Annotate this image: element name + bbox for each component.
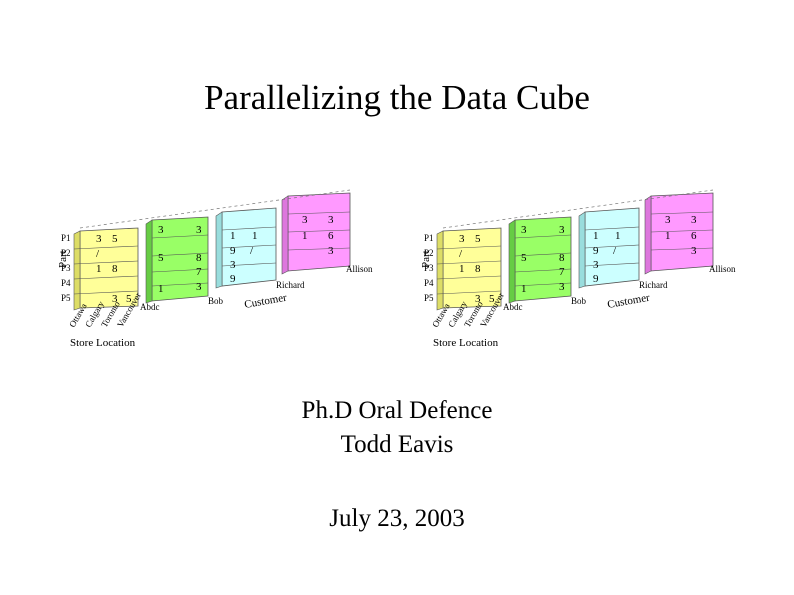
green-cell-2-0: 5 bbox=[158, 252, 164, 264]
yellow-cell-0-0: 3 bbox=[96, 233, 102, 245]
cyan-cell-2-0: 3 bbox=[230, 259, 236, 271]
cyan-cell-3-0: 9 bbox=[230, 273, 236, 285]
cyan-cell-2-0: 3 bbox=[593, 259, 599, 271]
cyan-cell-0-0: 1 bbox=[593, 230, 599, 242]
yellow-cell-4-1: 5 bbox=[489, 293, 495, 305]
part-label-p5: P5 bbox=[424, 293, 434, 303]
customer-label-abdc: Abdc bbox=[503, 302, 523, 312]
cyan-cell-1-1: / bbox=[613, 245, 617, 257]
yellow-cell-2-1: 8 bbox=[475, 263, 481, 275]
data-cube-diagram-right: 3 3 1 6 3 1 1 9 / 3 9 3 3 5 8 7 1 3 3 bbox=[413, 188, 743, 353]
part-label-p2: P2 bbox=[61, 248, 71, 258]
subtitle-line-1: Ph.D Oral Defence bbox=[301, 397, 493, 424]
customer-label-allison: Allison bbox=[346, 264, 373, 274]
cyan-cell-0-0: 1 bbox=[230, 230, 236, 242]
pink-cell-1-0: 1 bbox=[665, 230, 671, 242]
yellow-cell-4-1: 5 bbox=[126, 293, 132, 305]
yellow-cell-2-0: 1 bbox=[459, 263, 465, 275]
green-cell-2-0: 5 bbox=[521, 252, 527, 264]
green-cell-2-1: 8 bbox=[559, 252, 565, 264]
axis-store-label: Store Location bbox=[70, 337, 136, 349]
data-cube-graphic: 3 3 1 6 3 1 1 9 / 3 9 3 3 5 8 7 1 3 3 bbox=[420, 189, 736, 349]
yellow-cell-0-0: 3 bbox=[459, 233, 465, 245]
part-label-p2: P2 bbox=[424, 248, 434, 258]
customer-label-allison: Allison bbox=[709, 264, 736, 274]
cyan-cell-1-1: / bbox=[250, 245, 254, 257]
yellow-cell-0-1: 5 bbox=[475, 233, 481, 245]
cyan-cell-3-0: 9 bbox=[593, 273, 599, 285]
cyan-cell-0-1: 1 bbox=[252, 230, 258, 242]
cyan-cell-0-1: 1 bbox=[615, 230, 621, 242]
presentation-date: July 23, 2003 bbox=[329, 505, 465, 532]
part-label-p4: P4 bbox=[61, 278, 71, 288]
axis-part-label: Part bbox=[57, 250, 69, 268]
yellow-cell-4-0: 3 bbox=[475, 293, 481, 305]
cyan-cell-1-0: 9 bbox=[230, 245, 236, 257]
yellow-cell-2-0: 1 bbox=[96, 263, 102, 275]
axis-customer-label: Customer bbox=[606, 292, 651, 311]
cyan-cell-1-0: 9 bbox=[593, 245, 599, 257]
yellow-cell-4-0: 3 bbox=[112, 293, 118, 305]
green-cell-0-1: 3 bbox=[559, 224, 565, 236]
customer-label-abdc: Abdc bbox=[140, 302, 160, 312]
yellow-cell-1-0: / bbox=[96, 248, 100, 260]
green-cell-3-1: 7 bbox=[196, 266, 202, 278]
customer-label-bob: Bob bbox=[208, 296, 224, 306]
yellow-cell-2-1: 8 bbox=[112, 263, 118, 275]
pink-cell-1-1: 6 bbox=[328, 230, 334, 242]
presentation-subtitle: Ph.D Oral Defence Todd Eavis bbox=[0, 394, 794, 462]
green-cell-2-1: 8 bbox=[196, 252, 202, 264]
pink-cell-2-1: 3 bbox=[328, 245, 334, 257]
part-label-p5: P5 bbox=[61, 293, 71, 303]
part-label-p3: P3 bbox=[424, 263, 434, 273]
green-cell-0-0: 3 bbox=[521, 224, 527, 236]
customer-label-richard: Richard bbox=[276, 280, 305, 290]
part-label-p1: P1 bbox=[424, 233, 434, 243]
part-label-p1: P1 bbox=[61, 233, 71, 243]
data-cube-graphic: 3 3 1 6 3 1 1 9 / 3 9 3 3 5 8 7 1 3 bbox=[57, 189, 373, 349]
axis-customer-label: Customer bbox=[243, 292, 288, 311]
pink-cell-2-1: 3 bbox=[691, 245, 697, 257]
part-label-p4: P4 bbox=[424, 278, 434, 288]
axis-part-label: Part bbox=[420, 250, 432, 268]
customer-label-bob: Bob bbox=[571, 296, 587, 306]
green-cell-0-0: 3 bbox=[158, 224, 164, 236]
green-cell-4-1: 3 bbox=[196, 281, 202, 293]
green-cell-3-1: 7 bbox=[559, 266, 565, 278]
yellow-cell-0-1: 5 bbox=[112, 233, 118, 245]
part-label-p3: P3 bbox=[61, 263, 71, 273]
axis-store-label: Store Location bbox=[433, 337, 499, 349]
customer-label-richard: Richard bbox=[639, 280, 668, 290]
green-cell-4-1: 3 bbox=[559, 281, 565, 293]
subtitle-line-2: Todd Eavis bbox=[340, 431, 454, 458]
green-cell-0-1: 3 bbox=[196, 224, 202, 236]
pink-cell-1-0: 1 bbox=[302, 230, 308, 242]
pink-cell-1-1: 6 bbox=[691, 230, 697, 242]
data-cube-diagram-left: 3 3 1 6 3 1 1 9 / 3 9 3 3 5 8 7 1 3 bbox=[50, 188, 380, 353]
pink-cell-0-0: 3 bbox=[302, 214, 308, 226]
pink-cell-0-1: 3 bbox=[328, 214, 334, 226]
slide-title: Parallelizing the Data Cube bbox=[204, 78, 590, 117]
pink-cell-0-1: 3 bbox=[691, 214, 697, 226]
pink-cell-0-0: 3 bbox=[665, 214, 671, 226]
yellow-cell-1-0: / bbox=[459, 248, 463, 260]
green-cell-4-0: 1 bbox=[158, 283, 164, 295]
green-cell-4-0: 1 bbox=[521, 283, 527, 295]
